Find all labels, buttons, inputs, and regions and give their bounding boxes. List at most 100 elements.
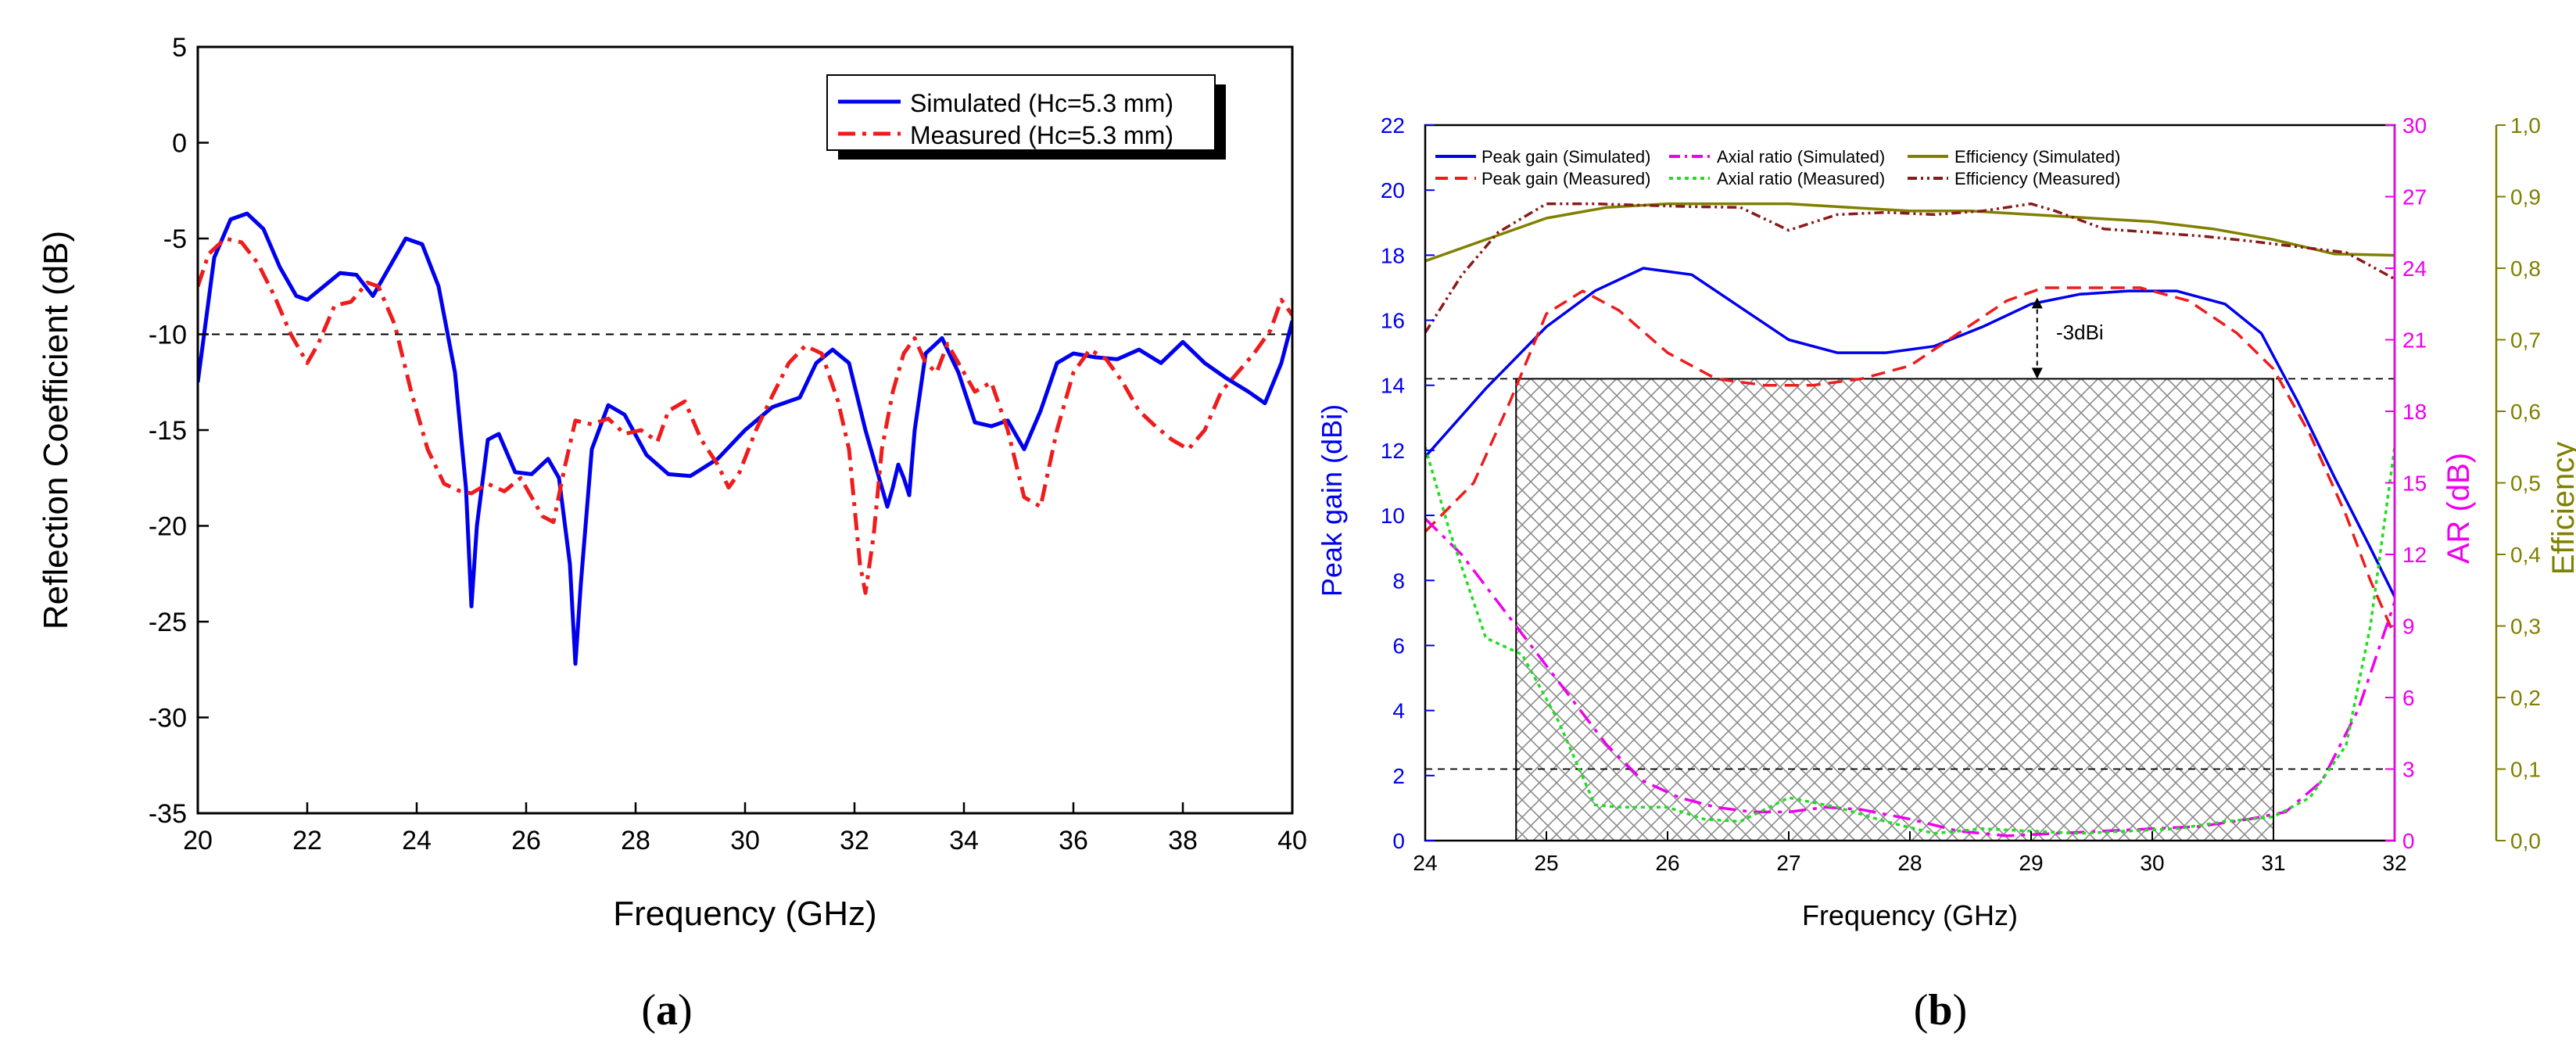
b-legend-label-eff-meas: Efficiency (Measured)	[1954, 169, 2120, 188]
a-series-layer	[198, 211, 1292, 666]
a-x-tick-label: 22	[292, 826, 322, 855]
b-x-tick-label: 30	[2140, 851, 2164, 875]
b-ar-tick-label: 30	[2402, 113, 2427, 138]
a-y-tick-label: -5	[163, 224, 187, 254]
b-gain-axis-ticks: 0 2 4 6 8 10 12 14 16 18 20 22	[1381, 113, 1435, 853]
b-x-tick-label: 28	[1897, 851, 1922, 875]
b-ar-tick-label: 0	[2402, 829, 2415, 853]
b-legend-label-gain-sim: Peak gain (Simulated)	[1481, 147, 1650, 167]
b-legend-label-ar-sim: Axial ratio (Simulated)	[1717, 147, 1885, 167]
a-series-line-measured	[198, 236, 1292, 595]
b-ar-measured-line	[1425, 447, 2395, 835]
b-efficiency-tick-label: 0,0	[2510, 829, 2541, 853]
b-efficiency-axis-ticks: 0,0 0,1 0,2 0,3 0,4 0,5 0,6 0,7 0,8 0,9 1,0	[2495, 113, 2541, 853]
a-y-ticks: -35 -30 -25 -20 -15 -10 -5 0 5	[149, 33, 209, 829]
b-gain-measured-line	[1425, 286, 2395, 637]
b-efficiency-tick-label: 0,5	[2510, 472, 2541, 496]
a-x-tick-label: 28	[621, 826, 650, 855]
a-legend-label-simulated: Simulated (Hc=5.3 mm)	[910, 89, 1173, 117]
b-gain-tick-label: 18	[1381, 243, 1405, 267]
b-efficiency-tick-label: 0,9	[2510, 185, 2541, 210]
b-ar-axis-label: AR (dB)	[2442, 453, 2476, 564]
b-gain-tick-label: 6	[1392, 633, 1405, 658]
b-efficiency-simulated-line	[1425, 202, 2395, 263]
b-ar-tick-label: 6	[2402, 686, 2415, 710]
b-gain-tick-label: 14	[1381, 374, 1405, 398]
b-x-tick-label: 32	[2382, 851, 2406, 875]
b-annotation-arrow-head-down	[2031, 368, 2043, 379]
a-x-tick-label: 36	[1059, 826, 1088, 855]
b-x-tick-label: 25	[1534, 851, 1558, 875]
b-efficiency-tick-label: 0,8	[2510, 256, 2541, 281]
a-y-tick-label: -15	[149, 416, 187, 446]
b-x-tick-label: 31	[2261, 851, 2285, 875]
a-x-tick-label: 24	[402, 826, 432, 855]
b-efficiency-axis-label: Efficiency	[2546, 442, 2576, 575]
b-ar-tick-label: 27	[2402, 185, 2427, 210]
a-y-tick-label: 0	[172, 129, 187, 159]
a-legend: Simulated (Hc=5.3 mm) Measured (Hc=5.3 m…	[826, 74, 1226, 160]
b-gain-axis-label: Peak gain (dBi)	[1316, 404, 1348, 597]
b-efficiency-tick-label: 0,3	[2510, 615, 2541, 639]
b-legend-label-gain-meas: Peak gain (Measured)	[1481, 169, 1650, 188]
b-annotation-arrow-head-up	[2031, 297, 2043, 309]
a-x-tick-label: 20	[183, 826, 213, 855]
b-legend: Peak gain (Simulated) Peak gain (Measure…	[1435, 147, 2120, 188]
a-x-tick-label: 26	[511, 826, 541, 855]
b-gain-tick-label: 8	[1392, 568, 1405, 593]
a-legend-label-measured: Measured (Hc=5.3 mm)	[910, 121, 1173, 149]
b-ar-tick-label: 12	[2402, 543, 2427, 567]
b-gain-tick-label: 16	[1381, 309, 1405, 333]
a-y-tick-label: -35	[149, 799, 187, 829]
b-x-tick-label: 24	[1413, 851, 1437, 875]
b-gain-tick-label: 12	[1381, 439, 1405, 463]
a-x-axis-label: Frequency (GHz)	[613, 895, 876, 933]
b-efficiency-measured-line	[1425, 202, 2395, 334]
b-x-tick-label: 27	[1776, 851, 1800, 875]
a-y-tick-label: -10	[149, 321, 187, 350]
b-ar-axis-ticks: 0 3 6 9 12 15 18 21 24 27 30	[2385, 113, 2427, 853]
b-efficiency-tick-label: 0,2	[2510, 686, 2541, 710]
b-ar-tick-label: 3	[2402, 758, 2415, 782]
b-gain-simulated-line	[1425, 267, 2395, 597]
b-gain-tick-label: 10	[1381, 504, 1405, 528]
a-series-line-simulated	[198, 211, 1292, 666]
panel-a-reflection-chart: 20 22 24 26 28 30 32 34 36 38 40 -35 -30 -25 -20 -15 -1…	[37, 33, 1307, 1035]
b-ar-tick-label: 9	[2402, 615, 2415, 639]
b-gain-tick-label: 0	[1392, 829, 1405, 853]
a-y-axis-label: Reflection Coefficient (dB)	[37, 231, 75, 629]
b-annotation-label: -3dBi	[2056, 321, 2104, 344]
b-gain-tick-label: 4	[1392, 699, 1405, 723]
b-ar-tick-label: 21	[2402, 328, 2427, 353]
a-y-tick-label: -25	[149, 608, 187, 637]
b-gain-tick-label: 22	[1381, 113, 1405, 138]
b-panel-caption: (b)	[1914, 986, 1967, 1035]
b-legend-label-eff-sim: Efficiency (Simulated)	[1954, 147, 2120, 167]
b-x-axis-label: Frequency (GHz)	[1802, 899, 2018, 931]
a-x-tick-label: 38	[1168, 826, 1198, 855]
b-ar-tick-label: 18	[2402, 400, 2427, 424]
b-efficiency-tick-label: 1,0	[2510, 113, 2541, 138]
a-x-tick-label: 30	[730, 826, 760, 855]
a-x-tick-label: 40	[1277, 826, 1307, 855]
b-gain-tick-label: 20	[1381, 178, 1405, 203]
a-panel-caption: (a)	[641, 986, 692, 1035]
a-x-tick-label: 32	[840, 826, 869, 855]
b-annotation: -3dBi	[2031, 297, 2104, 379]
b-series-layer	[1425, 202, 2395, 837]
b-x-tick-label: 26	[1655, 851, 1679, 875]
a-x-ticks: 20 22 24 26 28 30 32 34 36 38 40	[183, 802, 1307, 855]
a-y-tick-label: -20	[149, 512, 187, 542]
b-ar-tick-label: 15	[2402, 472, 2427, 496]
b-legend-label-ar-meas: Axial ratio (Measured)	[1717, 169, 1885, 188]
a-y-tick-label: -30	[149, 704, 187, 733]
b-shaded-band	[1515, 378, 2274, 841]
b-efficiency-tick-label: 0,1	[2510, 758, 2541, 782]
b-gain-tick-label: 2	[1392, 764, 1405, 788]
b-efficiency-tick-label: 0,6	[2510, 400, 2541, 424]
b-x-ticks: 24 25 26 27 28 29 30 31 32	[1413, 831, 2407, 875]
b-efficiency-tick-label: 0,7	[2510, 328, 2541, 353]
b-x-tick-label: 29	[2019, 851, 2043, 875]
